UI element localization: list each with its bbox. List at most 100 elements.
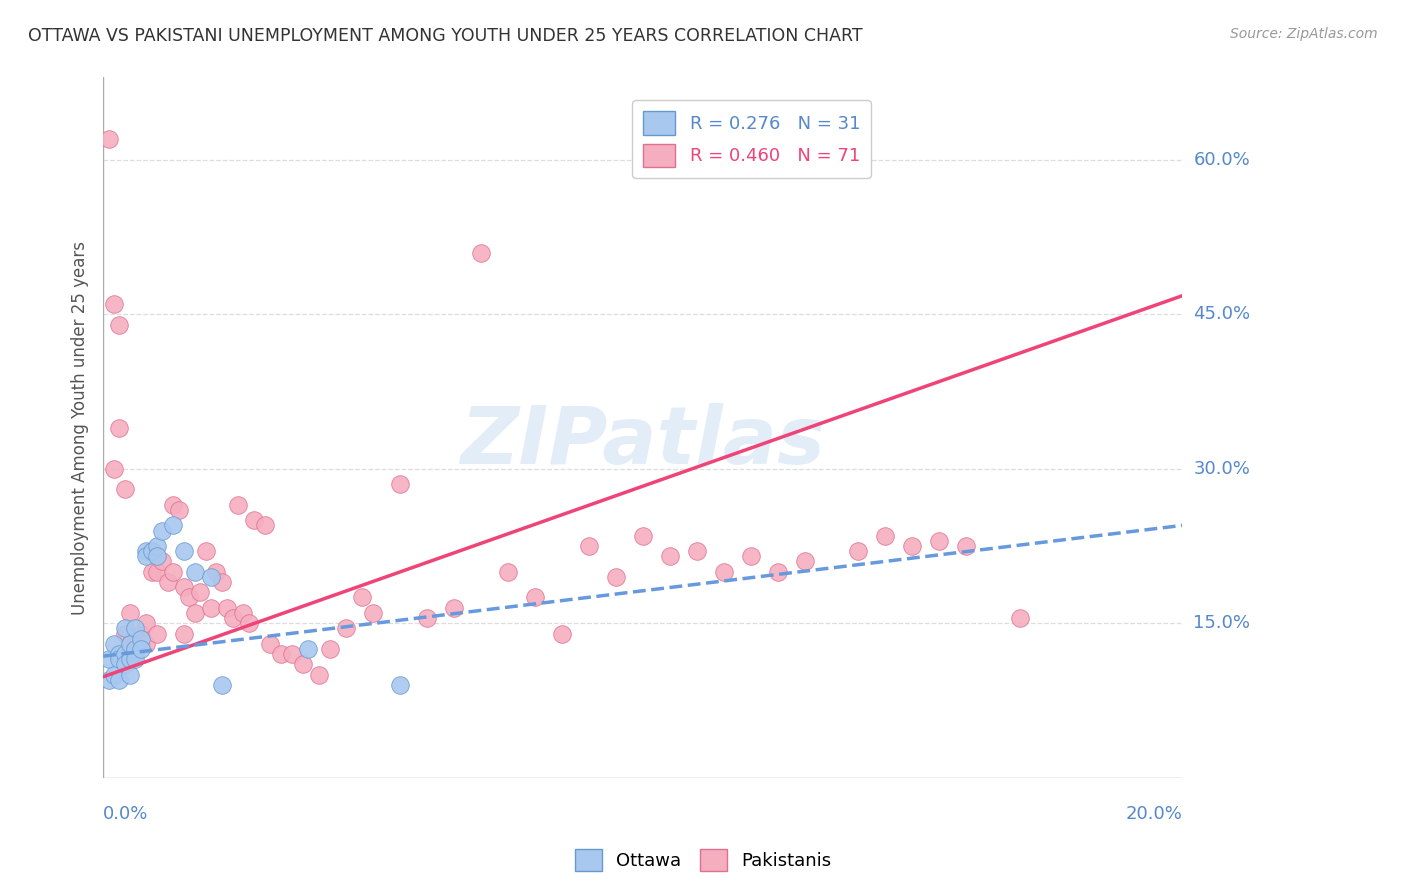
Legend: R = 0.276   N = 31, R = 0.460   N = 71: R = 0.276 N = 31, R = 0.460 N = 71 (631, 101, 870, 178)
Point (470, 245, 492, 260)
Point (173, 544, 195, 558)
Point (523, 591, 546, 605)
Point (120, 652, 142, 666)
Point (167, 503, 190, 517)
Point (388, 678, 411, 692)
Point (124, 642, 146, 657)
Point (335, 621, 357, 635)
Point (1010, 611, 1032, 625)
Point (243, 513, 266, 527)
Text: OTTAWA VS PAKISTANI UNEMPLOYMENT AMONG YOUTH UNDER 25 YEARS CORRELATION CHART: OTTAWA VS PAKISTANI UNEMPLOYMENT AMONG Y… (28, 27, 863, 45)
Point (146, 549, 169, 564)
Point (152, 524, 174, 538)
Point (194, 544, 217, 558)
Point (114, 621, 136, 635)
Point (766, 565, 789, 579)
Point (108, 420, 131, 434)
Text: 0.0%: 0.0% (103, 805, 149, 823)
Point (141, 565, 163, 579)
Point (114, 647, 136, 661)
Point (129, 626, 152, 640)
Point (928, 533, 950, 548)
Point (162, 565, 184, 579)
Text: 60.0%: 60.0% (1194, 151, 1250, 169)
Point (361, 606, 384, 620)
Point (179, 591, 201, 605)
Point (141, 544, 163, 558)
Point (97, 673, 120, 687)
Point (200, 570, 222, 584)
Point (631, 529, 654, 543)
Point (114, 626, 136, 640)
Point (135, 549, 157, 564)
Point (103, 462, 125, 476)
Point (114, 657, 136, 672)
Point (685, 544, 707, 558)
Point (205, 565, 228, 579)
Point (221, 611, 243, 625)
Point (129, 642, 152, 657)
Point (875, 529, 897, 543)
Point (129, 632, 152, 646)
Point (184, 606, 207, 620)
Point (416, 611, 439, 625)
Point (108, 673, 131, 687)
Point (253, 518, 276, 533)
Point (496, 565, 519, 579)
Point (97, 652, 120, 666)
Point (848, 544, 870, 558)
Point (388, 477, 411, 491)
Point (156, 575, 179, 590)
Point (740, 549, 762, 564)
Point (152, 554, 174, 568)
Point (120, 667, 142, 681)
Point (162, 518, 184, 533)
Point (108, 318, 131, 332)
Point (173, 626, 195, 640)
Point (955, 539, 977, 553)
Point (605, 570, 627, 584)
Point (146, 539, 169, 553)
Point (291, 657, 314, 672)
Point (184, 565, 207, 579)
Point (141, 544, 163, 558)
Point (281, 647, 304, 661)
Point (124, 637, 146, 651)
Point (259, 637, 281, 651)
Text: 30.0%: 30.0% (1194, 459, 1250, 478)
Y-axis label: Unemployment Among Youth under 25 years: Unemployment Among Youth under 25 years (72, 241, 89, 615)
Point (173, 580, 195, 594)
Point (135, 616, 157, 631)
Text: 45.0%: 45.0% (1194, 305, 1250, 323)
Legend: Ottawa, Pakistanis: Ottawa, Pakistanis (568, 842, 838, 879)
Point (443, 600, 465, 615)
Point (103, 667, 125, 681)
Point (135, 544, 157, 558)
Point (129, 637, 152, 651)
Point (108, 652, 131, 666)
Point (120, 606, 142, 620)
Point (658, 549, 681, 564)
Point (188, 585, 211, 599)
Point (551, 626, 574, 640)
Point (270, 647, 292, 661)
Point (146, 565, 169, 579)
Point (211, 678, 233, 692)
Point (226, 498, 249, 512)
Point (162, 498, 184, 512)
Point (124, 621, 146, 635)
Point (114, 483, 136, 497)
Point (120, 637, 142, 651)
Point (120, 637, 142, 651)
Point (217, 600, 239, 615)
Point (308, 667, 330, 681)
Point (713, 565, 735, 579)
Point (352, 591, 374, 605)
Point (901, 539, 924, 553)
Text: ZIPatlas: ZIPatlas (460, 402, 825, 481)
Point (578, 539, 600, 553)
Point (319, 642, 342, 657)
Point (232, 606, 254, 620)
Point (124, 652, 146, 666)
Point (146, 626, 169, 640)
